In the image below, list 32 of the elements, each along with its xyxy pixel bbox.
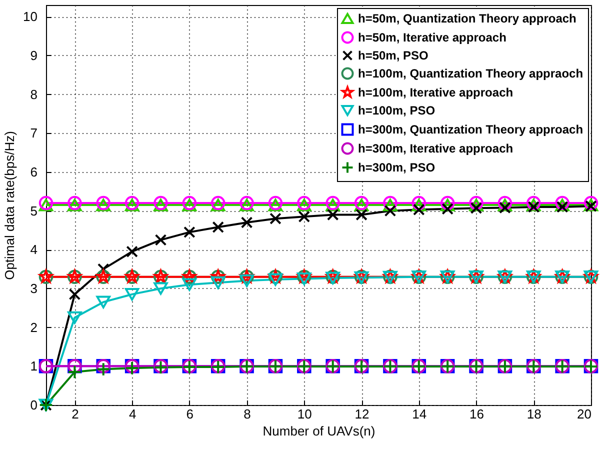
- y-tick-label: 10: [23, 9, 38, 24]
- x-tick-label: 6: [186, 406, 194, 422]
- x-tick-label: 18: [526, 406, 542, 422]
- legend-label: h=300m, PSO: [358, 160, 436, 174]
- legend-label: h=50m, PSO: [358, 48, 428, 62]
- x-tick-label: 2: [72, 406, 79, 422]
- legend-label: h=50m, Iterative approach: [358, 30, 506, 44]
- legend-label: h=300m, Iterative approach: [358, 142, 514, 156]
- y-tick-label: 9: [30, 48, 38, 63]
- x-tick-label: 4: [128, 406, 136, 422]
- y-tick-label: 0: [30, 398, 38, 412]
- legend-label: h=50m, Quantization Theory approach: [358, 12, 576, 26]
- y-axis-title: Optimal data rate(bps/Hz): [2, 131, 18, 280]
- legend-label: h=300m, Quantization Theory approach: [358, 122, 584, 136]
- x-tick-label: 14: [412, 406, 427, 422]
- y-tick-label: 3: [30, 280, 38, 296]
- x-axis-title: Number of UAVs(n): [262, 424, 376, 438]
- y-tick-label: 1: [30, 358, 38, 374]
- x-tick-label: 10: [297, 406, 312, 422]
- y-tick-label: 5: [30, 203, 38, 218]
- y-tick-label: 4: [30, 242, 38, 258]
- x-tick-label: 16: [470, 406, 484, 422]
- y-tick-label: 6: [30, 164, 38, 180]
- y-tick-label: 2: [30, 320, 38, 335]
- legend-label: h=100m, Iterative approach: [358, 86, 514, 100]
- y-tick-label: 8: [30, 86, 38, 102]
- x-tick-label: 12: [354, 406, 370, 422]
- x-tick-label: 8: [244, 406, 251, 422]
- x-tick-label: 20: [577, 406, 592, 422]
- legend-label: h=100m, PSO: [358, 104, 436, 118]
- y-tick-label: 7: [30, 126, 38, 141]
- legend-label: h=100m, Quantization Theory appraoch: [358, 66, 584, 80]
